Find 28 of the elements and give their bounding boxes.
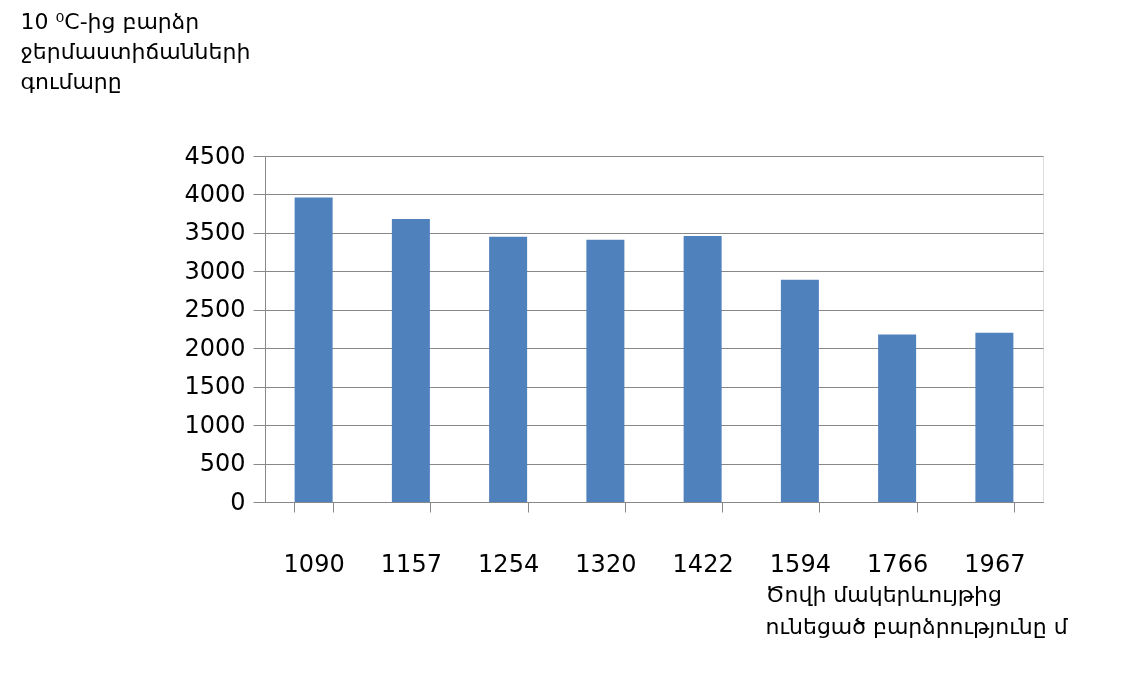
x-tick-label: 1594 bbox=[769, 549, 831, 578]
y-tick-label: 3500 bbox=[184, 218, 246, 247]
bar bbox=[586, 239, 625, 502]
y-tick-label: 2500 bbox=[184, 295, 246, 324]
x-tick-label: 1320 bbox=[575, 549, 637, 578]
x-tick-label: 1967 bbox=[964, 549, 1026, 578]
x-tick-label: 1090 bbox=[283, 549, 345, 578]
x-tick-label: 1422 bbox=[672, 549, 734, 578]
bar bbox=[780, 279, 819, 502]
bar bbox=[975, 332, 1014, 502]
x-tick-label: 1254 bbox=[478, 549, 540, 578]
y-tick-label: 2000 bbox=[184, 333, 246, 362]
y-tick-label: 0 bbox=[230, 487, 246, 516]
y-tick-label: 4500 bbox=[184, 141, 246, 170]
y-tick-label: 4000 bbox=[184, 179, 246, 208]
y-tick-label: 1500 bbox=[184, 372, 246, 401]
x-tick-label: 1157 bbox=[380, 549, 442, 578]
bar bbox=[391, 219, 430, 502]
y-axis-title: 10 ⁰C-ից բարձր ջերմաստիճանների գումարը bbox=[20, 8, 251, 94]
y-tick-label: 1000 bbox=[184, 410, 246, 439]
y-tick-label: 500 bbox=[199, 449, 246, 478]
x-axis-title: Ծովի մակերևույթից ունեցած բարձրությունը մ bbox=[765, 581, 1069, 639]
bar bbox=[294, 197, 333, 502]
bar bbox=[489, 236, 528, 502]
bar bbox=[683, 235, 722, 502]
x-tick-label: 1766 bbox=[867, 549, 929, 578]
y-tick-label: 3000 bbox=[184, 256, 246, 285]
bar bbox=[878, 334, 917, 502]
